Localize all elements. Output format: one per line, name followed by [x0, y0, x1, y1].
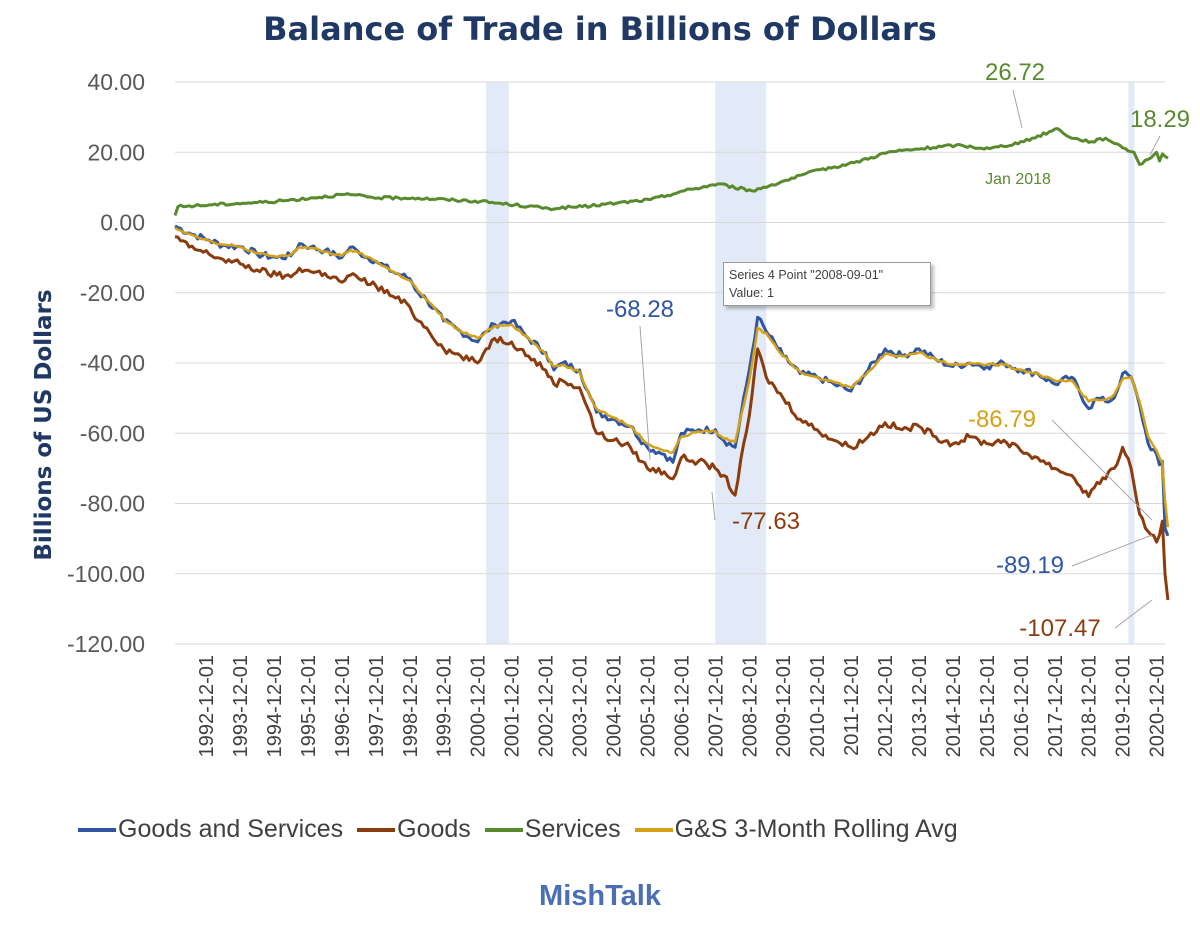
- x-tick-label: 2012-12-01: [875, 655, 897, 757]
- x-tick-label: 2018-12-01: [1079, 655, 1101, 757]
- x-tick-label: 1997-12-01: [366, 655, 388, 757]
- y-tick-label: -40.00: [80, 350, 145, 376]
- x-tick-label: 2011-12-01: [841, 655, 863, 756]
- annotation-leader-line: [1071, 534, 1153, 567]
- annotation-leader-line: [1012, 89, 1023, 129]
- x-tick-label: 2008-12-01: [739, 655, 761, 757]
- legend-swatch-goods-and-services: [78, 827, 116, 832]
- annotation-label: -86.79: [968, 406, 1036, 433]
- x-tick-label: 1993-12-01: [230, 655, 252, 757]
- legend-label-goods: Goods: [397, 815, 471, 843]
- y-axis-label: Billions of US Dollars: [31, 289, 57, 561]
- y-tick-label: -120.00: [67, 631, 145, 657]
- y-tick-label: 0.00: [100, 210, 145, 236]
- y-tick-label: 40.00: [87, 69, 145, 95]
- x-tick-label: 1999-12-01: [434, 655, 456, 757]
- chart-title: Balance of Trade in Billions of Dollars: [263, 10, 937, 48]
- x-tick-label: 1992-12-01: [196, 655, 218, 757]
- annotation-leader-line: [711, 491, 716, 521]
- legend-label-services: Services: [524, 815, 621, 843]
- data-tooltip: Series 4 Point "2008-09-01" Value: 1: [723, 262, 931, 306]
- x-tick-label: 2005-12-01: [637, 655, 659, 757]
- x-tick-label: 1995-12-01: [298, 655, 320, 757]
- tooltip-series-point: Series 4 Point "2008-09-01": [729, 268, 884, 282]
- legend-item-goods-and-services[interactable]: Goods and Services: [78, 815, 343, 844]
- y-tick-label: -20.00: [80, 280, 145, 306]
- tooltip-value: Value: 1: [729, 286, 774, 300]
- annotation-label: -89.19: [996, 552, 1064, 579]
- legend-item-services[interactable]: Services: [484, 815, 621, 844]
- y-tick-label: 20.00: [87, 139, 145, 165]
- annotation-label: -68.28: [606, 296, 674, 323]
- x-tick-label: 2003-12-01: [569, 655, 591, 757]
- annotation-leader-line: [1149, 135, 1161, 156]
- x-tick-label: 2006-12-01: [671, 655, 693, 757]
- annotation-leader-line: [1114, 599, 1153, 629]
- y-tick-label: -60.00: [80, 420, 145, 446]
- x-tick-label: 1996-12-01: [332, 655, 354, 757]
- x-tick-label: 2019-12-01: [1113, 655, 1135, 757]
- annotation-label: -107.47: [1019, 615, 1100, 642]
- legend-item-rolling-avg[interactable]: G&S 3-Month Rolling Avg: [634, 815, 958, 844]
- legend-swatch-rolling-avg: [634, 827, 673, 832]
- x-tick-label: 2020-12-01: [1147, 655, 1169, 757]
- legend-item-goods[interactable]: Goods: [357, 815, 471, 844]
- x-tick-label: 1994-12-01: [264, 655, 286, 757]
- legend-label-rolling-avg: G&S 3-Month Rolling Avg: [674, 815, 958, 843]
- brand-watermark: MishTalk: [539, 880, 661, 912]
- series-line-goods-and-services: [174, 224, 1170, 537]
- y-tick-label: -80.00: [80, 491, 145, 517]
- x-tick-label: 2000-12-01: [468, 655, 490, 757]
- x-tick-label: 2015-12-01: [977, 655, 999, 757]
- annotation-label: -77.63: [732, 508, 800, 535]
- x-tick-label: 2014-12-01: [943, 655, 965, 757]
- annotation-label: 26.72: [985, 59, 1045, 86]
- x-tick-label: 2004-12-01: [603, 655, 625, 757]
- x-tick-label: 2013-12-01: [909, 655, 931, 757]
- series-line-goods: [174, 235, 1170, 601]
- legend-swatch-services: [484, 827, 523, 832]
- legend-label-goods-and-services: Goods and Services: [118, 815, 344, 843]
- x-tick-label: 1998-12-01: [400, 655, 422, 757]
- annotation-label: Jan 2018: [985, 171, 1051, 188]
- annotation-leader-line: [1051, 419, 1153, 521]
- y-tick-label: -100.00: [67, 561, 145, 587]
- series-line-g-s-3-month-rolling-avg: [174, 226, 1170, 528]
- x-tick-label: 2016-12-01: [1011, 655, 1033, 757]
- x-tick-label: 2017-12-01: [1045, 655, 1067, 757]
- chart-legend: Goods and Services Goods Services G&S 3-…: [78, 815, 958, 844]
- x-tick-label: 2009-12-01: [773, 655, 795, 757]
- x-tick-label: 2007-12-01: [705, 655, 727, 757]
- annotation-leader-line: [639, 325, 651, 461]
- annotation-label: 18.29: [1130, 106, 1190, 133]
- legend-swatch-goods: [357, 827, 396, 832]
- x-tick-label: 2010-12-01: [807, 655, 829, 757]
- x-tick-label: 2001-12-01: [502, 655, 524, 757]
- series-line-services: [173, 127, 1169, 216]
- x-tick-label: 2002-12-01: [536, 655, 558, 757]
